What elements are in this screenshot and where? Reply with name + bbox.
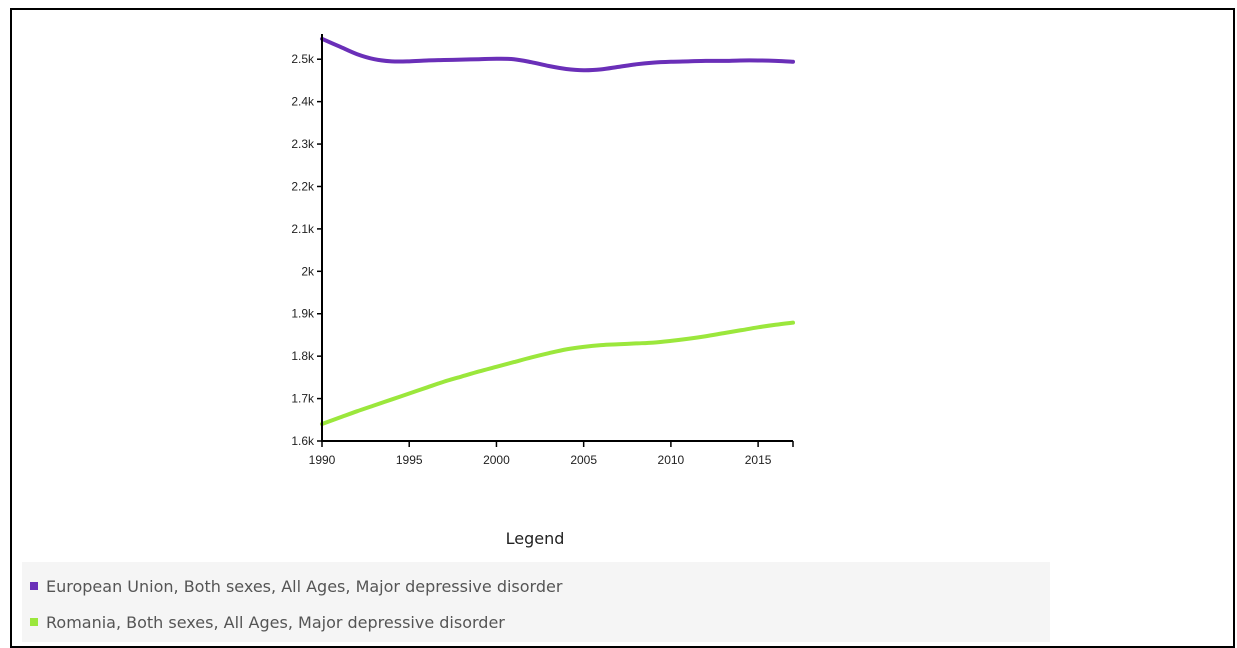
line-chart: 1.6k 1.7k 1.8k 1.9k 2k 2.1k 2.2k 2.3k 2.4k 2.5k 19…: [291, 34, 795, 467]
x-tick-label: 1990: [309, 453, 336, 467]
legend-label-european-union: European Union, Both sexes, All Ages, Ma…: [46, 576, 563, 596]
x-tick-label: 2005: [570, 453, 597, 467]
series-line-romania[interactable]: [320, 320, 795, 427]
x-tick-label: 2000: [483, 453, 510, 467]
y-tick-label: 2.3k: [291, 137, 315, 151]
legend-item-european-union[interactable]: European Union, Both sexes, All Ages, Ma…: [30, 576, 562, 596]
x-tick-label: 2010: [658, 453, 685, 467]
y-tick-label: 1.9k: [291, 307, 315, 321]
y-tick-label: 2k: [301, 264, 315, 278]
y-tick-label: 2.5k: [291, 52, 315, 66]
y-tick-label: 1.8k: [291, 349, 315, 363]
x-tick-label: 2015: [745, 453, 772, 467]
series-layer: [320, 36, 795, 427]
y-tick-label: 1.7k: [291, 392, 315, 406]
legend-title: Legend: [505, 529, 565, 548]
y-tick-label: 1.6k: [291, 434, 315, 448]
y-tick-label: 2.2k: [291, 179, 315, 193]
legend-swatch-european-union: [30, 582, 38, 590]
y-tick-label: 2.1k: [291, 222, 315, 236]
legend-label-romania: Romania, Both sexes, All Ages, Major dep…: [46, 612, 505, 632]
legend: European Union, Both sexes, All Ages, Ma…: [22, 562, 1050, 642]
legend-swatch-romania: [30, 618, 38, 626]
x-tick-label: 1995: [396, 453, 423, 467]
chart-frame: [10, 8, 1235, 648]
series-line-european-union[interactable]: [320, 36, 795, 73]
axis-layer: 1.6k 1.7k 1.8k 1.9k 2k 2.1k 2.2k 2.3k 2.4k 2.5k 19…: [291, 34, 794, 467]
legend-item-romania[interactable]: Romania, Both sexes, All Ages, Major dep…: [30, 612, 505, 632]
y-tick-label: 2.4k: [291, 95, 315, 109]
